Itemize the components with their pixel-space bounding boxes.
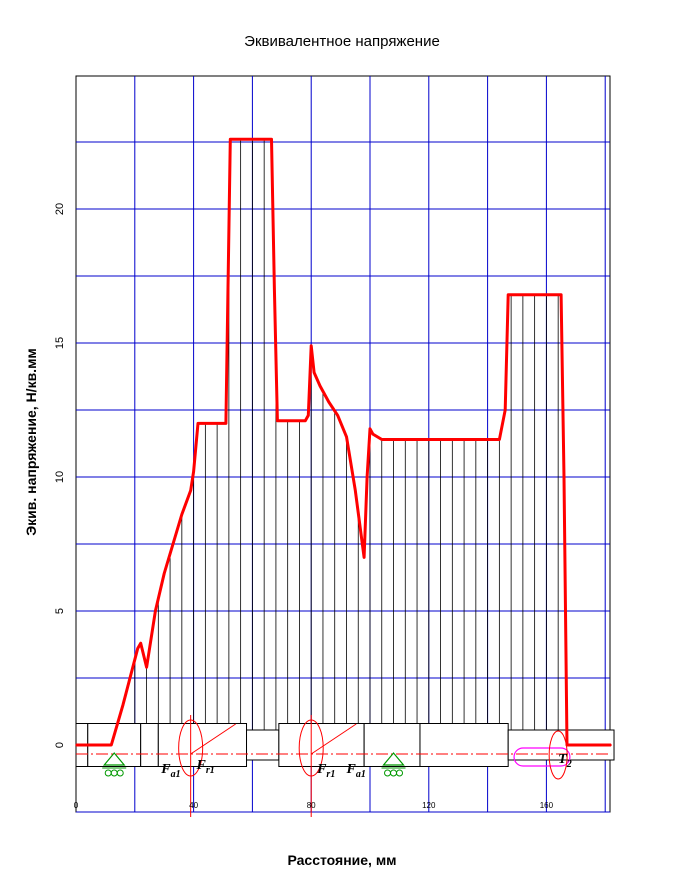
force-arrow-icon [190,723,236,755]
stress-point [270,138,273,141]
stress-point [560,293,562,296]
load-label-fr1-left-sub: r1 [206,765,215,776]
chart-title: Эквивалентное напряжение [244,33,440,50]
stress-point [110,744,113,746]
support-roller [396,769,404,777]
shaft-segment [363,723,421,767]
rotation-arrow-icon [178,719,204,777]
x-tick-label: 80 [307,801,316,810]
stress-point [313,371,315,374]
x-axis-label: Расстояние, мм [287,852,396,868]
y-axis-label: Экив. напряжение, Н/кв.мм [23,348,39,536]
shaft-segment [246,729,280,761]
x-axis-ticks: 0 40 80 120 160 [74,801,554,810]
stress-point [197,422,199,425]
stress-point [319,385,321,387]
support-icon-right [382,752,405,766]
load-label-fr1-right-sub: r1 [326,769,335,780]
shaft-segment [278,723,365,767]
stress-point [610,744,612,746]
stress-point [145,666,148,669]
stress-point [75,744,77,746]
stress-point [229,138,232,141]
force-arrow-icon [310,723,357,755]
stress-point [276,419,279,422]
stress-point [566,744,568,746]
y-tick-label: 10 [54,471,66,483]
rotation-arrow-icon [298,719,324,777]
stress-point [251,138,254,141]
stress-point [504,409,507,411]
stress-series [75,137,612,747]
stress-point [181,513,183,516]
stress-point [372,433,374,435]
stress-point [273,288,276,291]
x-tick-label: 120 [422,801,436,810]
shaft-segment [157,723,248,767]
load-label-t2-sub: 2 [566,759,572,770]
stress-point [139,642,142,644]
grid [76,76,610,813]
x-tick-label: 160 [540,801,554,810]
stress-point [172,543,174,545]
y-tick-label: 15 [54,337,66,349]
stress-point [189,489,192,492]
stress-point [122,704,124,706]
torque-marker [513,747,571,767]
stress-point [366,476,368,478]
stress-point [328,401,330,403]
stress-point [369,427,371,430]
stress-point [507,293,509,296]
y-tick-label: 5 [54,608,66,614]
stress-point [563,476,565,478]
stress-point [222,422,224,425]
stress-point [575,744,577,746]
load-label-fa1-left-sub: a1 [171,769,181,780]
y-tick-label: 0 [54,742,66,748]
support-roller [116,769,124,777]
stress-curve [76,137,612,747]
stress-point [307,414,310,417]
x-tick-label: 40 [189,801,198,810]
stress-point [154,610,157,612]
plot-area [75,75,611,813]
x-tick-label: 0 [74,801,79,810]
stress-point [380,438,383,441]
stress-point [545,293,548,296]
support-roller [384,769,392,777]
y-tick-label: 20 [54,203,66,215]
stress-point [498,438,501,441]
y-axis-ticks: 0 5 10 15 20 [54,203,66,748]
support-roller [390,769,398,777]
support-roller [110,769,118,777]
stress-point [345,436,348,438]
stress-point [336,414,339,417]
stress-point [304,419,307,422]
stress-point [354,489,357,492]
torque-arrow-icon [548,730,568,780]
stress-point [225,422,227,425]
shaft-diagram [75,723,615,777]
stress-point [310,344,313,347]
stress-point [163,572,165,575]
load-label-fa1-right-sub: a1 [356,769,366,780]
stress-point [428,438,430,441]
shaft-segment [140,723,159,767]
stress-point [192,470,195,473]
support-icon-left [102,752,126,766]
stress-point [363,556,365,559]
stress-point [136,647,139,650]
shaft-segment [419,723,509,767]
support-roller [104,769,112,777]
